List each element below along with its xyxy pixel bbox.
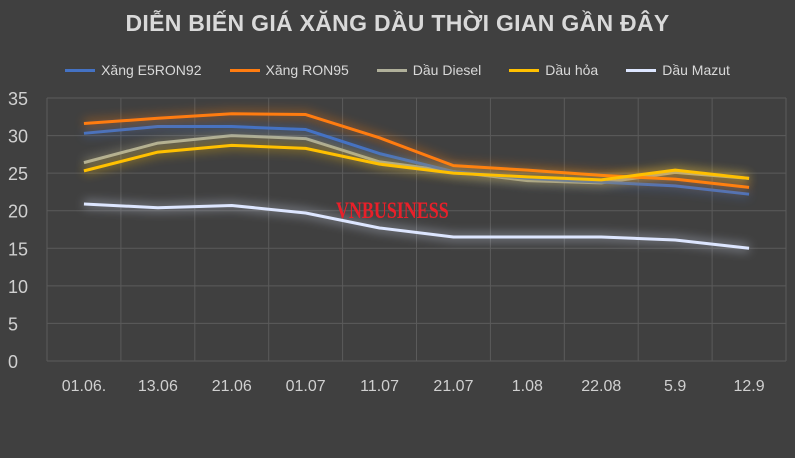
x-tick-label: 13.06 (138, 378, 178, 395)
y-tick-label: 15 (8, 239, 28, 259)
x-tick-label: 11.07 (360, 378, 399, 395)
x-tick-label: 12.9 (733, 378, 764, 395)
x-tick-label: 21.06 (212, 378, 252, 395)
legend-swatch (376, 68, 407, 72)
legend-label: Xăng RON95 (265, 62, 349, 78)
x-tick-label: 22.08 (581, 378, 621, 395)
y-tick-label: 5 (8, 314, 18, 334)
x-tick-label: 01.07 (286, 378, 326, 395)
x-tick-label: 1.08 (512, 378, 543, 395)
y-tick-label: 0 (8, 352, 18, 372)
legend-item: Dầu Diesel (376, 62, 482, 78)
watermark: VNBUSINESS (336, 198, 449, 223)
legend-item: Dầu hỏa (509, 62, 598, 78)
legend-label: Dầu Diesel (412, 62, 482, 78)
legend-item: Xăng RON95 (229, 62, 349, 78)
x-tick-label: 01.06. (62, 378, 106, 395)
legend-item: Dầu Mazut (626, 62, 730, 78)
legend-swatch (509, 68, 540, 72)
legend-label: Dầu Mazut (662, 62, 730, 78)
y-tick-label: 10 (8, 277, 28, 297)
legend: Xăng E5RON92 Xăng RON95 Dầu Diesel Dầu hỏa D… (0, 62, 795, 78)
y-tick-label: 20 (8, 202, 28, 222)
series-line-4 (83, 202, 750, 250)
legend-item: Xăng E5RON92 (65, 62, 202, 78)
y-tick-label: 35 (8, 89, 28, 109)
series-line-0 (83, 125, 750, 196)
legend-swatch (65, 68, 96, 72)
y-tick-label: 25 (8, 164, 28, 184)
y-tick-label: 30 (8, 127, 28, 147)
x-tick-label: 21.07 (433, 378, 473, 395)
legend-swatch (626, 68, 657, 72)
series-line-3 (83, 143, 750, 182)
legend-label: Xăng E5RON92 (101, 62, 202, 78)
legend-label: Dầu hỏa (545, 62, 599, 78)
legend-swatch (229, 68, 260, 72)
x-tick-label: 5.9 (664, 378, 686, 395)
chart-title: DIỄN BIẾN GIÁ XĂNG DẦU THỜI GIAN GẦN ĐÂY (125, 10, 670, 36)
